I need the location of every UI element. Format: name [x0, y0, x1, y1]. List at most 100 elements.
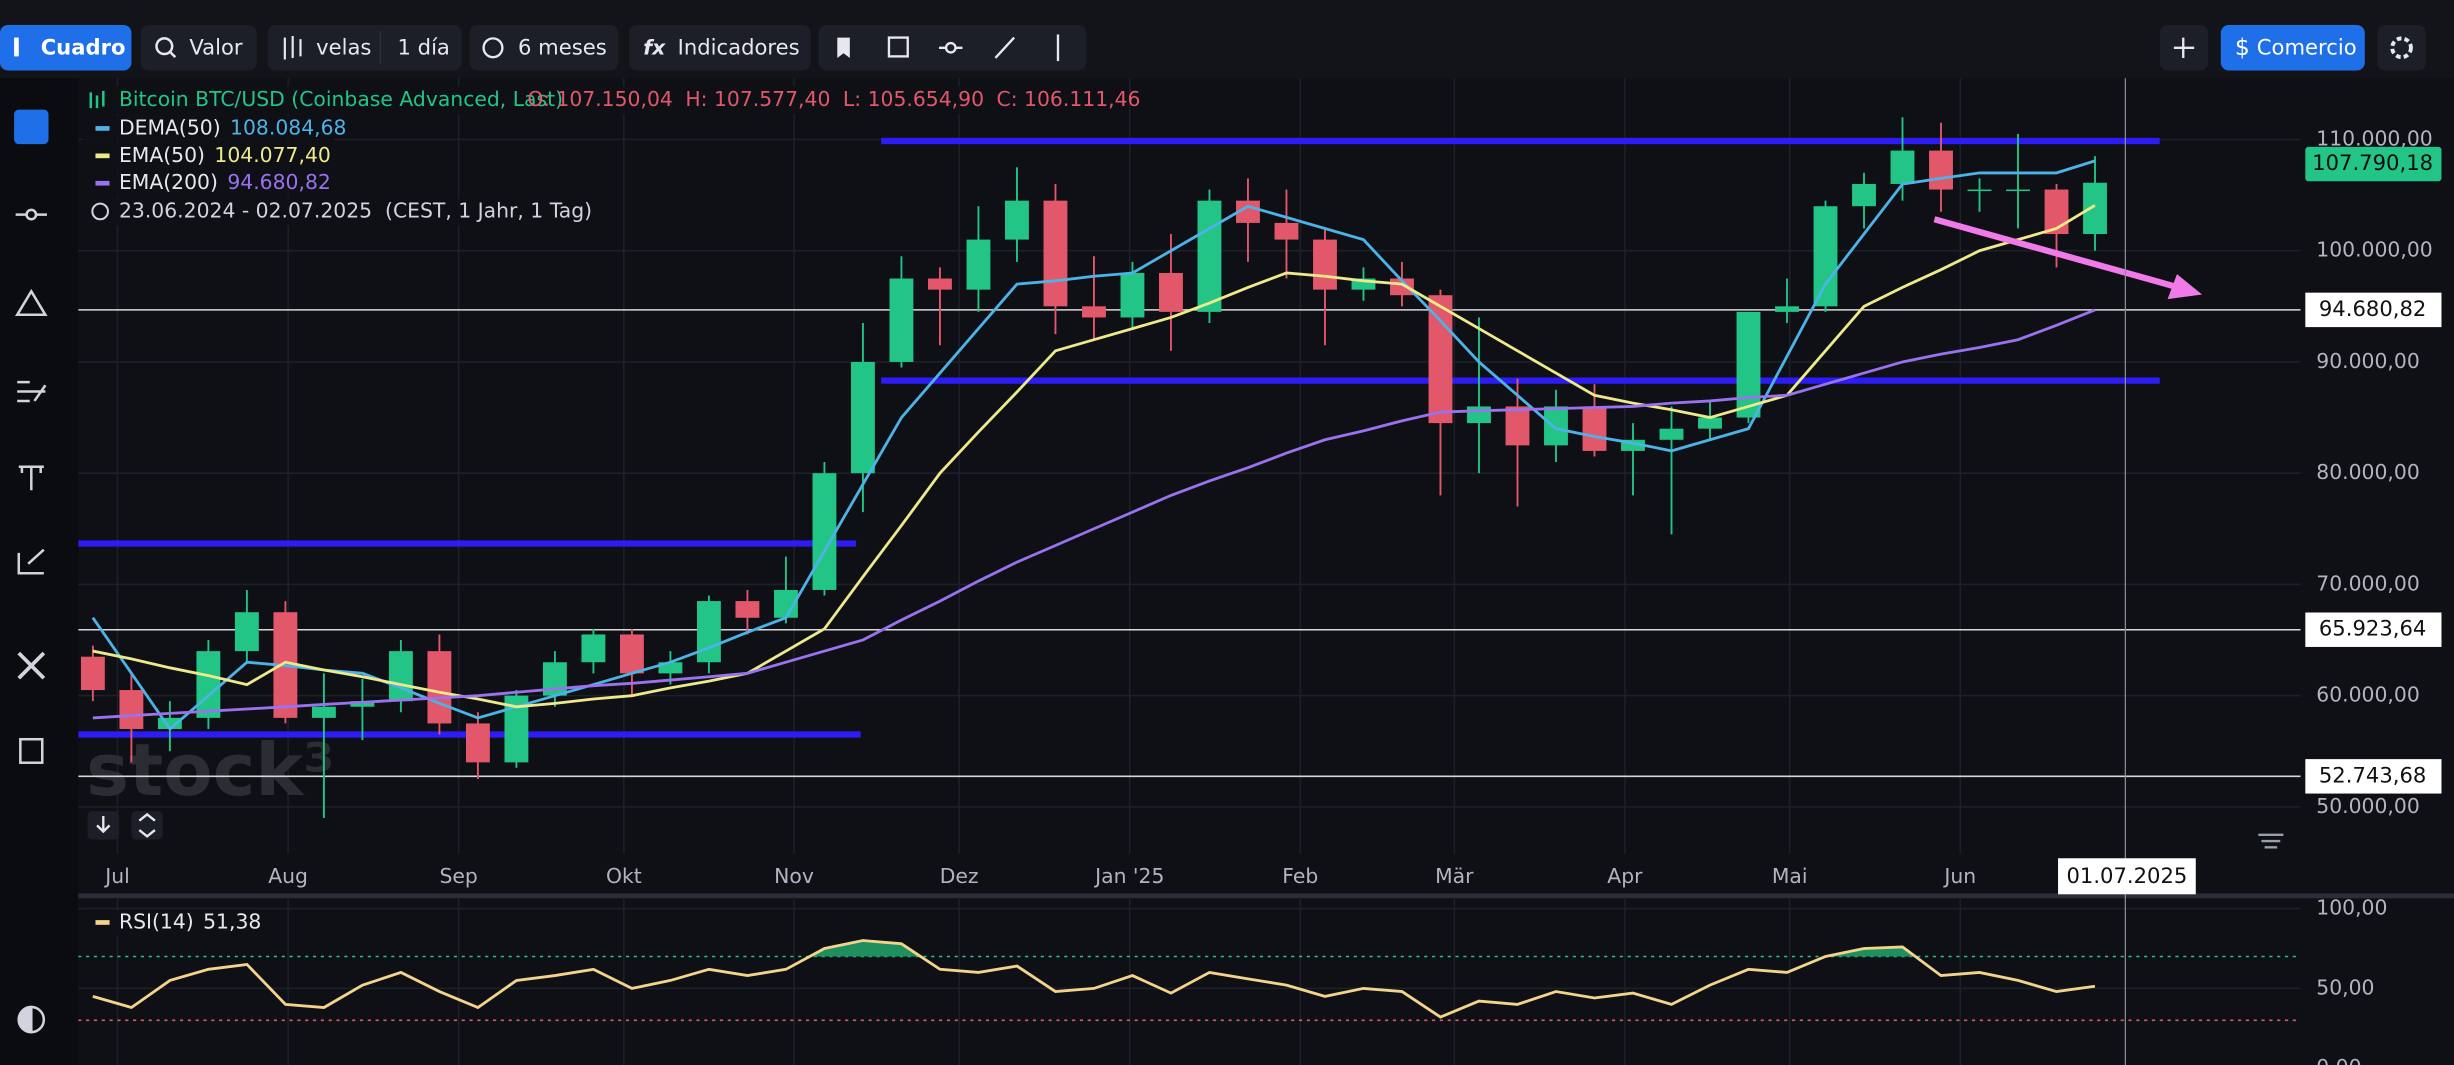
ohlc-value: C: 106.111,46 [997, 87, 1141, 111]
watermark: stock³ [86, 728, 335, 812]
x-tick-label: Feb [1282, 864, 1318, 888]
x-tick-label: Okt [606, 864, 642, 888]
tool-icon [27, 210, 36, 219]
legend-value: 94.680,82 [227, 170, 331, 194]
candle-body [1698, 418, 1722, 429]
candle-body [427, 651, 451, 723]
legend-value: 104.077,40 [214, 143, 330, 167]
candle-body [890, 279, 914, 362]
candle-body [2083, 183, 2107, 234]
legend-name: EMA(50) [119, 143, 205, 167]
price-line-label: 65.923,64 [2319, 616, 2426, 641]
candle-body [1005, 201, 1029, 240]
y-tick-label: 100,00 [2316, 896, 2387, 920]
range-label: 23.06.2024 - 02.07.2025 (CEST, 1 Jahr, 1… [119, 198, 592, 222]
candle-body [620, 634, 644, 673]
legend-swatch [95, 126, 109, 131]
candle-body [1737, 312, 1761, 418]
candle-body [1968, 190, 1992, 192]
candle-body [928, 279, 952, 290]
legend-swatch [95, 153, 109, 158]
candle-body [119, 690, 143, 729]
price-line-label: 94.680,82 [2319, 296, 2426, 321]
candle-body [196, 651, 220, 718]
x-tick-label: Sep [439, 864, 477, 888]
candle-body [235, 612, 259, 651]
x-tick-label: Jan '25 [1093, 864, 1164, 888]
button-label: Cuadro [41, 35, 126, 60]
candle-body [466, 723, 490, 762]
button-label: Comercio [2257, 35, 2357, 60]
legend-title: Bitcoin BTC/USD (Coinbase Advanced, Last… [119, 87, 563, 111]
x-tick-label: Jul [103, 864, 130, 888]
candle-body [735, 601, 759, 618]
candle-body [1198, 201, 1222, 312]
legend-value: 51,38 [203, 909, 261, 933]
candle-body [81, 657, 105, 690]
button-label: velas [316, 35, 371, 60]
candle-body [812, 473, 836, 590]
x-tick-label: Nov [774, 864, 814, 888]
legend-name: DEMA(50) [119, 115, 221, 139]
y-tick-label: 70.000,00 [2316, 571, 2420, 595]
candle-body [1275, 223, 1299, 240]
candle-body [1159, 273, 1183, 312]
y-tick-label: 50,00 [2316, 975, 2374, 999]
candle-body [1929, 151, 1953, 190]
y-tick-label: 60.000,00 [2316, 683, 2420, 707]
y-tick-label: 0,00 [2316, 1055, 2361, 1065]
legend-swatch [95, 920, 109, 925]
candle-body [1660, 429, 1684, 440]
legend-name: RSI(14) [119, 909, 194, 933]
y-tick-label: 90.000,00 [2316, 349, 2420, 373]
legend-name: EMA(200) [119, 170, 218, 194]
icon [946, 43, 955, 52]
x-tick-label: Mai [1772, 864, 1808, 888]
candle-body [1082, 306, 1106, 317]
x-tick-label: Aug [268, 864, 308, 888]
icon: $ [2235, 33, 2250, 61]
ohlc-value: O: 107.150,04 [527, 87, 672, 111]
price-line-label: 52.743,68 [2319, 762, 2426, 787]
y-tick-label: 100.000,00 [2316, 238, 2432, 262]
crosshair-label: 01.07.2025 [2066, 863, 2187, 888]
candle-body [1044, 201, 1068, 307]
button[interactable] [2377, 25, 2426, 70]
candle-body [1429, 295, 1453, 423]
icon [14, 38, 19, 57]
x-tick-label: Mär [1435, 864, 1474, 888]
ohlc-value: L: 105.654,90 [843, 87, 984, 111]
button-label: 6 meses [518, 35, 607, 60]
tool[interactable] [14, 110, 48, 144]
icon: fx [643, 36, 666, 60]
x-tick-label: Apr [1607, 864, 1643, 888]
legend-entry: DEMA(50)108.084,68 [119, 115, 347, 139]
candle-body [697, 601, 721, 662]
candle-body [1506, 406, 1530, 445]
button-label: Valor [189, 35, 243, 60]
candle-body [1891, 151, 1915, 184]
y-tick-label: 80.000,00 [2316, 460, 2420, 484]
candle-body [1467, 406, 1491, 423]
last-price-label: 107.790,18 [2312, 150, 2433, 175]
side-toolbar [0, 78, 78, 1065]
candle-body [851, 362, 875, 473]
candle-body [967, 240, 991, 290]
candle-body [1313, 240, 1337, 290]
button-label[interactable]: 1 día [398, 35, 450, 60]
candle-body [1852, 184, 1876, 206]
candle-body [1583, 406, 1607, 450]
candle-body [1814, 206, 1838, 306]
candle-body [1121, 273, 1145, 317]
y-tick-label: 50.000,00 [2316, 794, 2420, 818]
legend-entry: EMA(50) 104.077,40 [119, 143, 331, 167]
x-tick-label: Jun [1942, 864, 1976, 888]
candle-body [312, 707, 336, 718]
x-tick-label: Dez [940, 864, 979, 888]
candle-body [2006, 190, 2030, 192]
legend-swatch [95, 181, 109, 186]
ohlc-value: H: 107.577,40 [685, 87, 830, 111]
